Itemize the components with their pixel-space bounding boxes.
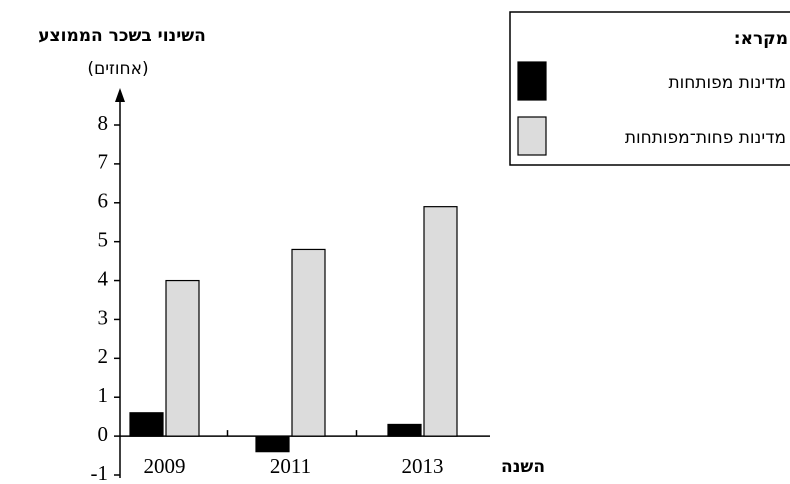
bar <box>165 279 200 437</box>
y-tick-label: 2 <box>98 344 109 368</box>
legend-label: מדינות פחות־מפותחות <box>625 128 786 148</box>
x-tick-label: 2013 <box>402 454 444 478</box>
y-tick-label: 1 <box>98 383 109 407</box>
bar <box>255 435 290 453</box>
legend-box <box>509 11 790 166</box>
y-tick-label: 6 <box>98 189 109 213</box>
legend-title: מקרא: <box>734 29 788 49</box>
y-tick-label: -1 <box>91 461 109 484</box>
y-tick-label: 3 <box>98 305 109 329</box>
y-axis-arrow <box>115 88 125 102</box>
legend-swatch <box>517 61 547 101</box>
y-axis-unit: (אחוזים) <box>87 59 148 79</box>
bar <box>387 423 422 437</box>
legend-swatch <box>517 116 547 156</box>
y-tick-label: 5 <box>98 227 109 251</box>
y-tick-label: 0 <box>98 422 109 446</box>
legend-label: מדינות מפותחות <box>668 73 786 93</box>
y-tick-label: 4 <box>98 266 109 290</box>
y-tick-label: 7 <box>98 150 109 174</box>
x-tick-label: 2011 <box>270 454 311 478</box>
bar <box>129 412 164 437</box>
y-tick-label: 8 <box>98 111 109 135</box>
x-axis-title: השנה <box>501 457 545 477</box>
y-axis-title: השינוי בשכר הממוצע <box>38 26 206 46</box>
bar <box>423 206 458 437</box>
bar <box>291 248 326 437</box>
x-tick-label: 2009 <box>144 454 186 478</box>
